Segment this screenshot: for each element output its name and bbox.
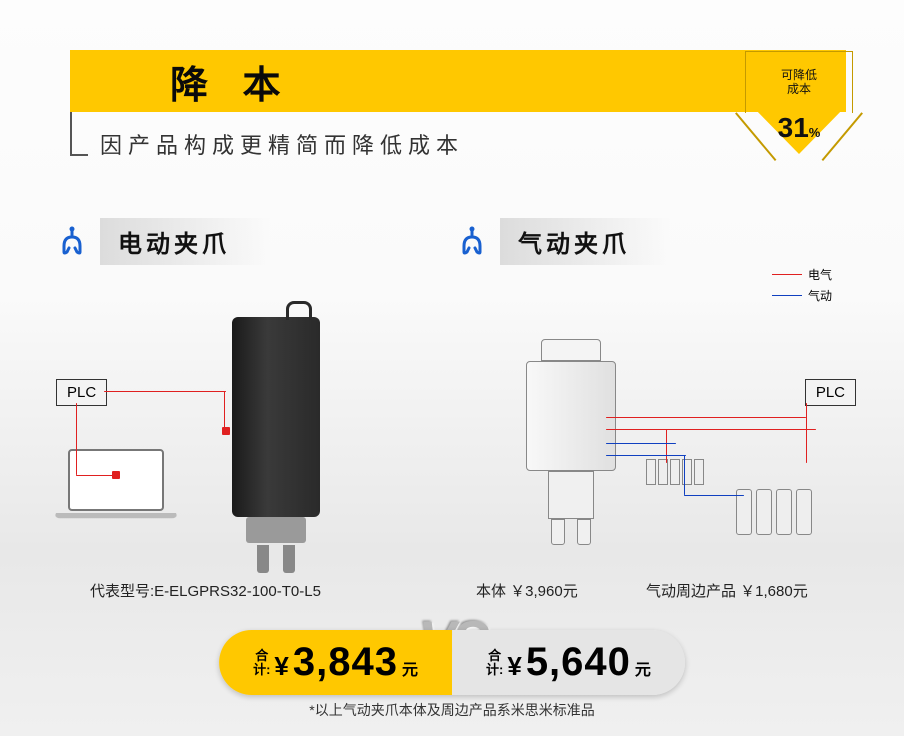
pneumatic-gripper-device (516, 339, 626, 545)
wire-elec (76, 475, 116, 476)
pneumatic-diagram: PLC (456, 299, 856, 599)
electric-diagram: PLC (56, 299, 456, 599)
electric-total: 合 计: ¥ 3,843 元 (219, 630, 452, 695)
electric-column: 电动夹爪 PLC 代表型号:E-ELGPRS32-100-T0-L5 (56, 218, 456, 599)
wire-pneu (684, 495, 744, 496)
wire-elec (76, 403, 77, 475)
gripper-icon (456, 226, 488, 258)
currency-unit: 元 (402, 656, 418, 680)
laptop-icon (56, 449, 176, 539)
plc-label-right: PLC (805, 379, 856, 406)
electric-gripper-device (216, 299, 336, 579)
pneumatic-column: 气动夹爪 电气 气动 PLC 本体 ￥3,960元 气动周边产品 (456, 218, 856, 599)
pneumatic-body-price: 本体 ￥3,960元 (476, 580, 578, 601)
currency-unit: 元 (635, 656, 651, 680)
wire-elec (606, 417, 806, 418)
total-label: 合 计: (486, 649, 503, 677)
legend-elec-label: 电气 (808, 266, 832, 283)
wire-elec (806, 403, 807, 463)
legend-elec-swatch (772, 274, 802, 276)
filter-block (736, 489, 812, 535)
electric-header: 电动夹爪 (56, 218, 456, 265)
totals-bar: 合 计: ¥ 3,843 元 合 计: ¥ 5,640 元 (219, 630, 685, 695)
valve-block (646, 459, 704, 485)
pneumatic-peripheral-price: 气动周边产品 ￥1,680元 (646, 580, 808, 601)
plc-label-left: PLC (56, 379, 107, 406)
header: 降 本 (70, 50, 846, 112)
badge-percent: 31% (759, 112, 839, 144)
currency-symbol: ¥ (274, 651, 288, 682)
electric-model-label: 代表型号:E-ELGPRS32-100-T0-L5 (90, 580, 321, 601)
title-bar: 降 本 (70, 50, 846, 112)
pneumatic-heading-text: 气动夹爪 (500, 218, 670, 265)
wire-elec (104, 391, 226, 392)
cost-reduction-badge: 可降低 成本 31% (752, 58, 846, 158)
gripper-icon (56, 226, 88, 258)
pneumatic-total-value: 5,640 (526, 640, 631, 685)
footnote: *以上气动夹爪本体及周边产品系米思米标准品 (0, 700, 904, 720)
wire-elec (666, 429, 667, 463)
wire-pneu (684, 455, 685, 495)
pneumatic-header: 气动夹爪 (456, 218, 856, 265)
wire-pneu (606, 443, 676, 444)
page-subtitle: 因产品构成更精简而降低成本 (100, 128, 464, 160)
electric-heading-text: 电动夹爪 (100, 218, 270, 265)
wire-pneu (606, 455, 686, 456)
wire-connector (112, 471, 120, 479)
total-label: 合 计: (253, 649, 270, 677)
badge-line2: 成本 (787, 82, 811, 96)
page-title: 降 本 (170, 54, 293, 109)
badge-line1: 可降低 (781, 68, 817, 82)
wire-elec (606, 429, 816, 430)
pneumatic-total: 合 计: ¥ 5,640 元 (452, 630, 685, 695)
currency-symbol: ¥ (507, 651, 521, 682)
legend-pneu-swatch (772, 295, 802, 297)
electric-total-value: 3,843 (293, 640, 398, 685)
